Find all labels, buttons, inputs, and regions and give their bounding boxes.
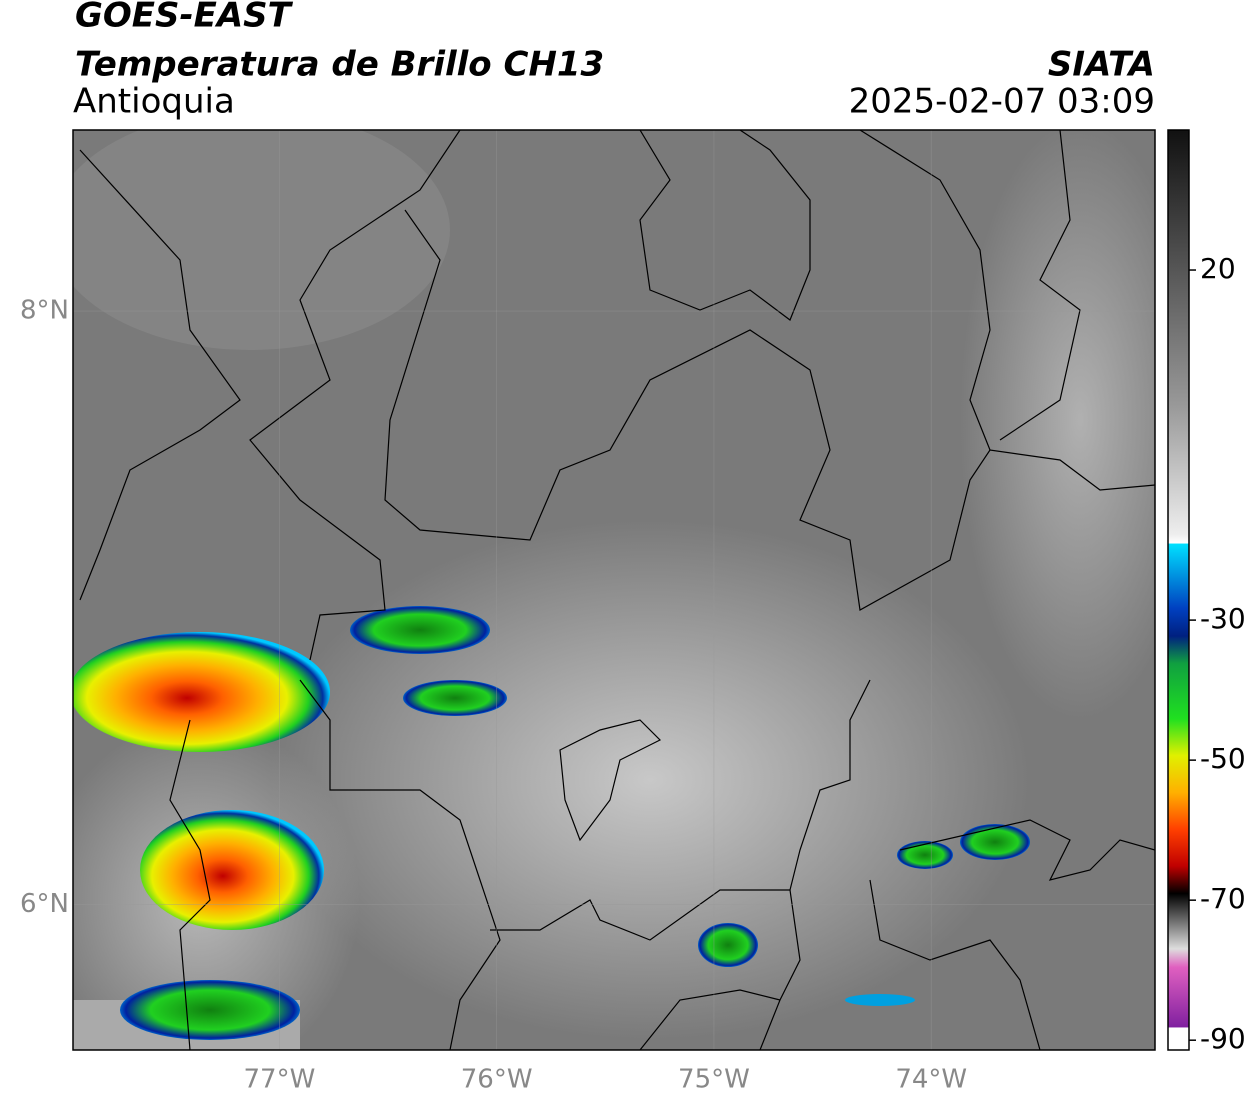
source: SIATA [1048, 45, 1155, 85]
x-tick-label: 77°W [244, 1065, 316, 1095]
colorbar-tick-label: -90 [1200, 1022, 1246, 1055]
satellite-image [73, 130, 1155, 1050]
x-tick-label: 76°W [461, 1065, 533, 1095]
colorbar-tick-label: 20 [1200, 252, 1236, 285]
map-frame [72, 129, 1156, 1051]
colorbar-tick-label: -70 [1200, 882, 1246, 915]
datetime: 2025-02-07 03:09 [849, 82, 1155, 122]
satellite: GOES-EAST [75, 0, 294, 36]
x-tick-label: 75°W [678, 1065, 750, 1095]
y-tick-label: 8°N [20, 296, 69, 326]
colorbar-tick-label: -50 [1200, 742, 1246, 775]
x-tick-label: 74°W [895, 1065, 967, 1095]
product: Temperatura de Brillo CH13 [75, 45, 604, 85]
colorbar-tick-label: -30 [1200, 602, 1246, 635]
colorbar [1167, 129, 1190, 1051]
y-tick-label: 6°N [20, 889, 69, 919]
region: Antioquia [73, 82, 235, 122]
